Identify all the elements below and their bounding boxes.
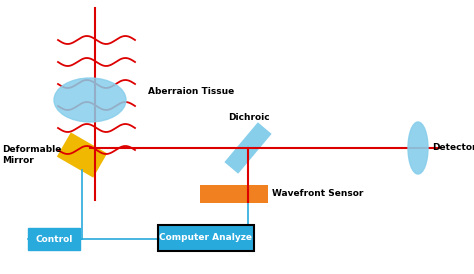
Bar <box>28 228 80 250</box>
Text: Aberraion Tissue: Aberraion Tissue <box>148 87 234 96</box>
Bar <box>57 132 107 178</box>
Bar <box>158 225 254 251</box>
Text: Deformable
Mirror: Deformable Mirror <box>2 145 61 165</box>
Text: Computer Analyze: Computer Analyze <box>159 233 253 242</box>
Text: Control: Control <box>35 235 73 244</box>
Ellipse shape <box>54 78 126 122</box>
Bar <box>200 185 268 203</box>
Text: Detector: Detector <box>432 144 474 153</box>
Ellipse shape <box>408 122 428 174</box>
Text: Dichroic: Dichroic <box>228 113 270 122</box>
Bar <box>224 122 272 174</box>
Text: Wavefront Sensor: Wavefront Sensor <box>272 190 364 198</box>
